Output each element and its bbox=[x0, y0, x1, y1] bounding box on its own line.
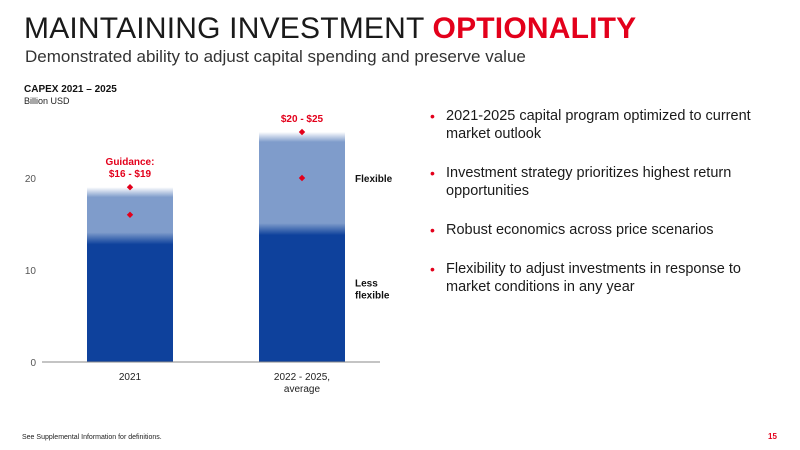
range-low-marker bbox=[126, 211, 134, 218]
range-low-marker bbox=[298, 174, 306, 182]
range-label: $20 - $25 bbox=[281, 114, 324, 125]
bullet-item: • Robust economics across price scenarios bbox=[430, 221, 780, 239]
x-category-label: 2022 - 2025, bbox=[274, 372, 330, 383]
bar-2022-2025 bbox=[259, 132, 345, 362]
page-number: 15 bbox=[768, 432, 777, 441]
segment-label: Less bbox=[355, 278, 378, 289]
chart-title: CAPEX 2021 – 2025 bbox=[24, 84, 117, 95]
page-subtitle: Demonstrated ability to adjust capital s… bbox=[25, 47, 526, 66]
y-tick-label: 0 bbox=[30, 358, 36, 369]
page-title: MAINTAINING INVESTMENT OPTIONALITY bbox=[24, 12, 636, 46]
bullet-item: • Investment strategy prioritizes highest… bbox=[430, 164, 780, 200]
title-accent: OPTIONALITY bbox=[432, 12, 637, 45]
bullet-text: Flexibility to adjust investments in res… bbox=[446, 261, 741, 295]
footnote: See Supplemental Information for definit… bbox=[22, 434, 162, 441]
bullet-text: Robust economics across price scenarios bbox=[446, 222, 714, 238]
bullet-text: Investment strategy prioritizes highest … bbox=[446, 165, 732, 199]
range-label: Guidance: bbox=[106, 157, 155, 168]
bullet-dot-icon: • bbox=[430, 222, 435, 238]
bullet-dot-icon: • bbox=[430, 165, 435, 181]
title-main: MAINTAINING INVESTMENT bbox=[24, 12, 433, 45]
bullet-item: • 2021-2025 capital program optimized to … bbox=[430, 107, 780, 143]
x-category-label: average bbox=[284, 384, 321, 395]
bullet-text: 2021-2025 capital program optimized to c… bbox=[446, 108, 751, 142]
range-high-marker bbox=[126, 184, 134, 191]
segment-label: Flexible bbox=[355, 174, 393, 185]
range-label: $16 - $19 bbox=[109, 169, 152, 180]
bullet-item: • Flexibility to adjust investments in re… bbox=[430, 260, 780, 296]
bullet-dot-icon: • bbox=[430, 108, 435, 124]
range-high-marker bbox=[298, 128, 306, 136]
bullet-dot-icon: • bbox=[430, 261, 435, 277]
bullet-list: • 2021-2025 capital program optimized to … bbox=[430, 107, 780, 317]
x-category-label: 2021 bbox=[119, 372, 142, 383]
segment-label: flexible bbox=[355, 290, 390, 301]
y-tick-label: 20 bbox=[25, 174, 37, 185]
chart-y-unit: Billion USD bbox=[24, 96, 70, 106]
y-tick-label: 10 bbox=[25, 266, 37, 277]
